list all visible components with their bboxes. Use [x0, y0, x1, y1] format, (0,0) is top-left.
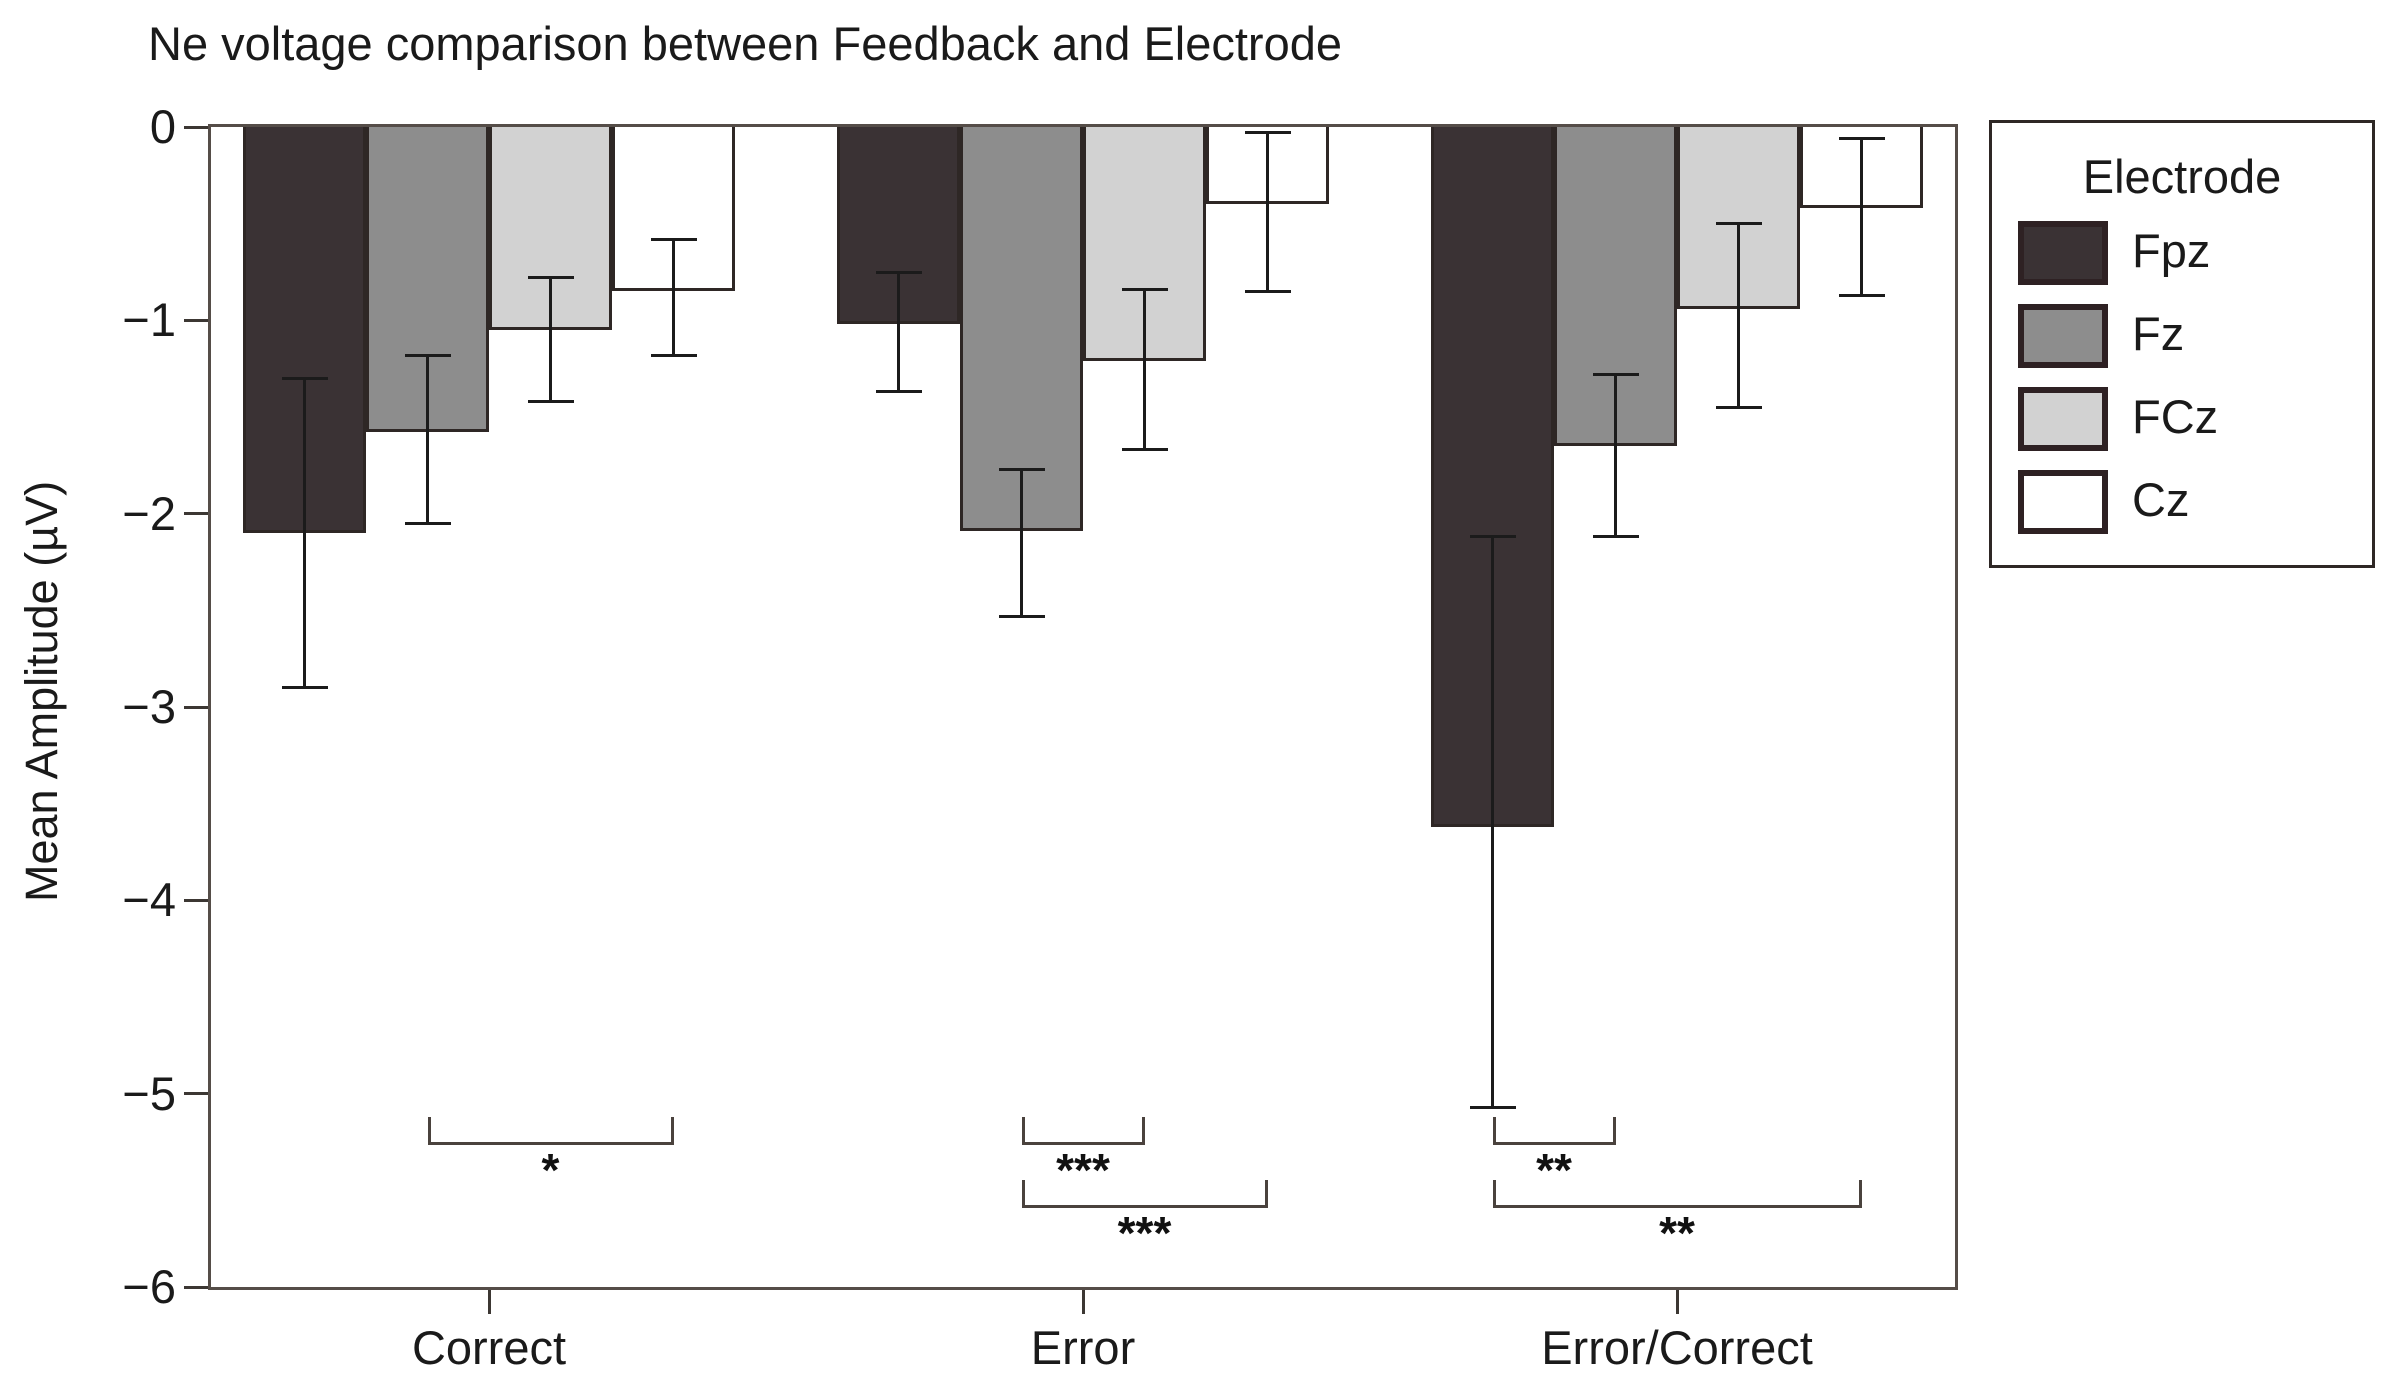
error-bar-fz-error-correct: [1614, 374, 1617, 537]
error-cap-lower-fz-error-correct: [1592, 535, 1639, 539]
error-cap-upper-fz-error: [998, 467, 1045, 471]
chart-title: Ne voltage comparison between Feedback a…: [148, 17, 1343, 70]
y-axis-tick-2: [184, 512, 208, 516]
sig-bracket-1: [1021, 1117, 1145, 1145]
error-cap-lower-fz-error: [998, 614, 1045, 618]
y-axis-tick-3: [184, 705, 208, 709]
sig-bracket-0: [427, 1117, 674, 1145]
error-bar-fpz-error: [897, 272, 900, 392]
sig-label-2: ***: [1117, 1207, 1172, 1259]
y-tick-label-6: −6: [122, 1260, 176, 1313]
error-cap-lower-fcz-error-correct: [1715, 405, 1762, 409]
error-cap-lower-fpz-error-correct: [1469, 1105, 1516, 1109]
error-cap-lower-fpz-correct: [281, 686, 328, 690]
sig-bracket-4: [1492, 1180, 1862, 1208]
error-cap-lower-fcz-error: [1121, 448, 1168, 452]
sig-label-3: **: [1536, 1144, 1572, 1196]
legend-item-fz: Fz: [2018, 304, 2348, 368]
error-cap-upper-fpz-error: [875, 270, 922, 274]
y-axis-tick-5: [184, 1092, 208, 1096]
error-cap-upper-fpz-error-correct: [1469, 535, 1516, 539]
error-cap-upper-cz-error-correct: [1838, 137, 1885, 141]
sig-bracket-3: [1492, 1117, 1616, 1145]
error-cap-upper-cz-error: [1244, 131, 1291, 135]
y-axis-tick-4: [184, 898, 208, 902]
legend-item-fpz: Fpz: [2018, 221, 2348, 285]
error-cap-upper-fcz-error: [1121, 287, 1168, 291]
legend-swatch-fpz: [2018, 221, 2108, 285]
error-cap-upper-fpz-correct: [281, 376, 328, 380]
x-axis-tick-1: [1081, 1290, 1085, 1314]
error-bar-fpz-correct: [303, 378, 306, 688]
legend-label-fpz: Fpz: [2132, 224, 2211, 277]
error-cap-upper-cz-correct: [650, 237, 697, 241]
error-cap-lower-cz-error: [1244, 289, 1291, 293]
error-cap-upper-fcz-correct: [527, 276, 574, 280]
y-tick-label-4: −4: [122, 873, 176, 927]
error-bar-fz-correct: [426, 355, 429, 524]
y-tick-label-2: −2: [122, 486, 176, 540]
error-cap-lower-fcz-correct: [527, 400, 574, 404]
error-cap-upper-fz-correct: [404, 353, 451, 357]
plot-area: * *** *** ** **: [208, 124, 1958, 1290]
error-bar-cz-correct: [672, 239, 675, 356]
legend-title: Electrode: [2082, 150, 2282, 203]
sig-label-4: **: [1659, 1207, 1695, 1259]
y-tick-label-3: −3: [122, 680, 176, 733]
y-tick-label-5: −5: [122, 1066, 176, 1120]
y-axis-tick-1: [184, 318, 208, 322]
x-axis-tick-0: [487, 1290, 491, 1314]
error-cap-lower-fpz-error: [875, 390, 922, 394]
legend-label-cz: Cz: [2132, 473, 2190, 526]
y-tick-label-0: 0: [149, 100, 176, 153]
error-cap-upper-fcz-error-correct: [1715, 222, 1762, 226]
y-tick-label-1: −1: [122, 293, 176, 347]
error-bar-cz-error: [1266, 132, 1269, 292]
y-axis-tick-6: [184, 1285, 208, 1289]
error-bar-fcz-error-correct: [1737, 223, 1740, 408]
error-bar-fcz-error: [1143, 289, 1146, 450]
legend-swatch-cz: [2018, 470, 2108, 534]
sig-bracket-2: [1021, 1180, 1268, 1208]
error-cap-upper-fz-error-correct: [1592, 372, 1639, 376]
x-tick-label-error-correct: Error/Correct: [1541, 1321, 1813, 1374]
error-cap-lower-cz-correct: [650, 353, 697, 357]
error-bar-fpz-error-correct: [1491, 536, 1494, 1108]
legend-label-fz: Fz: [2132, 307, 2185, 360]
sig-label-0: *: [541, 1144, 560, 1196]
x-axis-tick-2: [1675, 1290, 1679, 1314]
error-bar-cz-error-correct: [1860, 138, 1863, 296]
legend-item-cz: Cz: [2018, 470, 2348, 534]
error-bar-fcz-correct: [549, 277, 552, 402]
legend-label-fcz: FCz: [2132, 390, 2219, 443]
y-axis-tick-0: [184, 125, 208, 129]
sig-label-1: ***: [1056, 1144, 1110, 1196]
x-tick-label-correct: Correct: [411, 1321, 567, 1374]
error-cap-lower-cz-error-correct: [1838, 293, 1885, 297]
legend-item-fcz: FCz: [2018, 387, 2348, 451]
legend-swatch-fz: [2018, 304, 2108, 368]
x-tick-label-error: Error: [1030, 1321, 1136, 1374]
legend-box: Electrode Fpz Fz FCz Cz: [1989, 120, 2375, 568]
error-cap-lower-fz-correct: [404, 521, 451, 525]
bar-fz-error: [960, 127, 1083, 532]
error-bar-fz-error: [1020, 469, 1023, 617]
legend-swatch-fcz: [2018, 387, 2108, 451]
